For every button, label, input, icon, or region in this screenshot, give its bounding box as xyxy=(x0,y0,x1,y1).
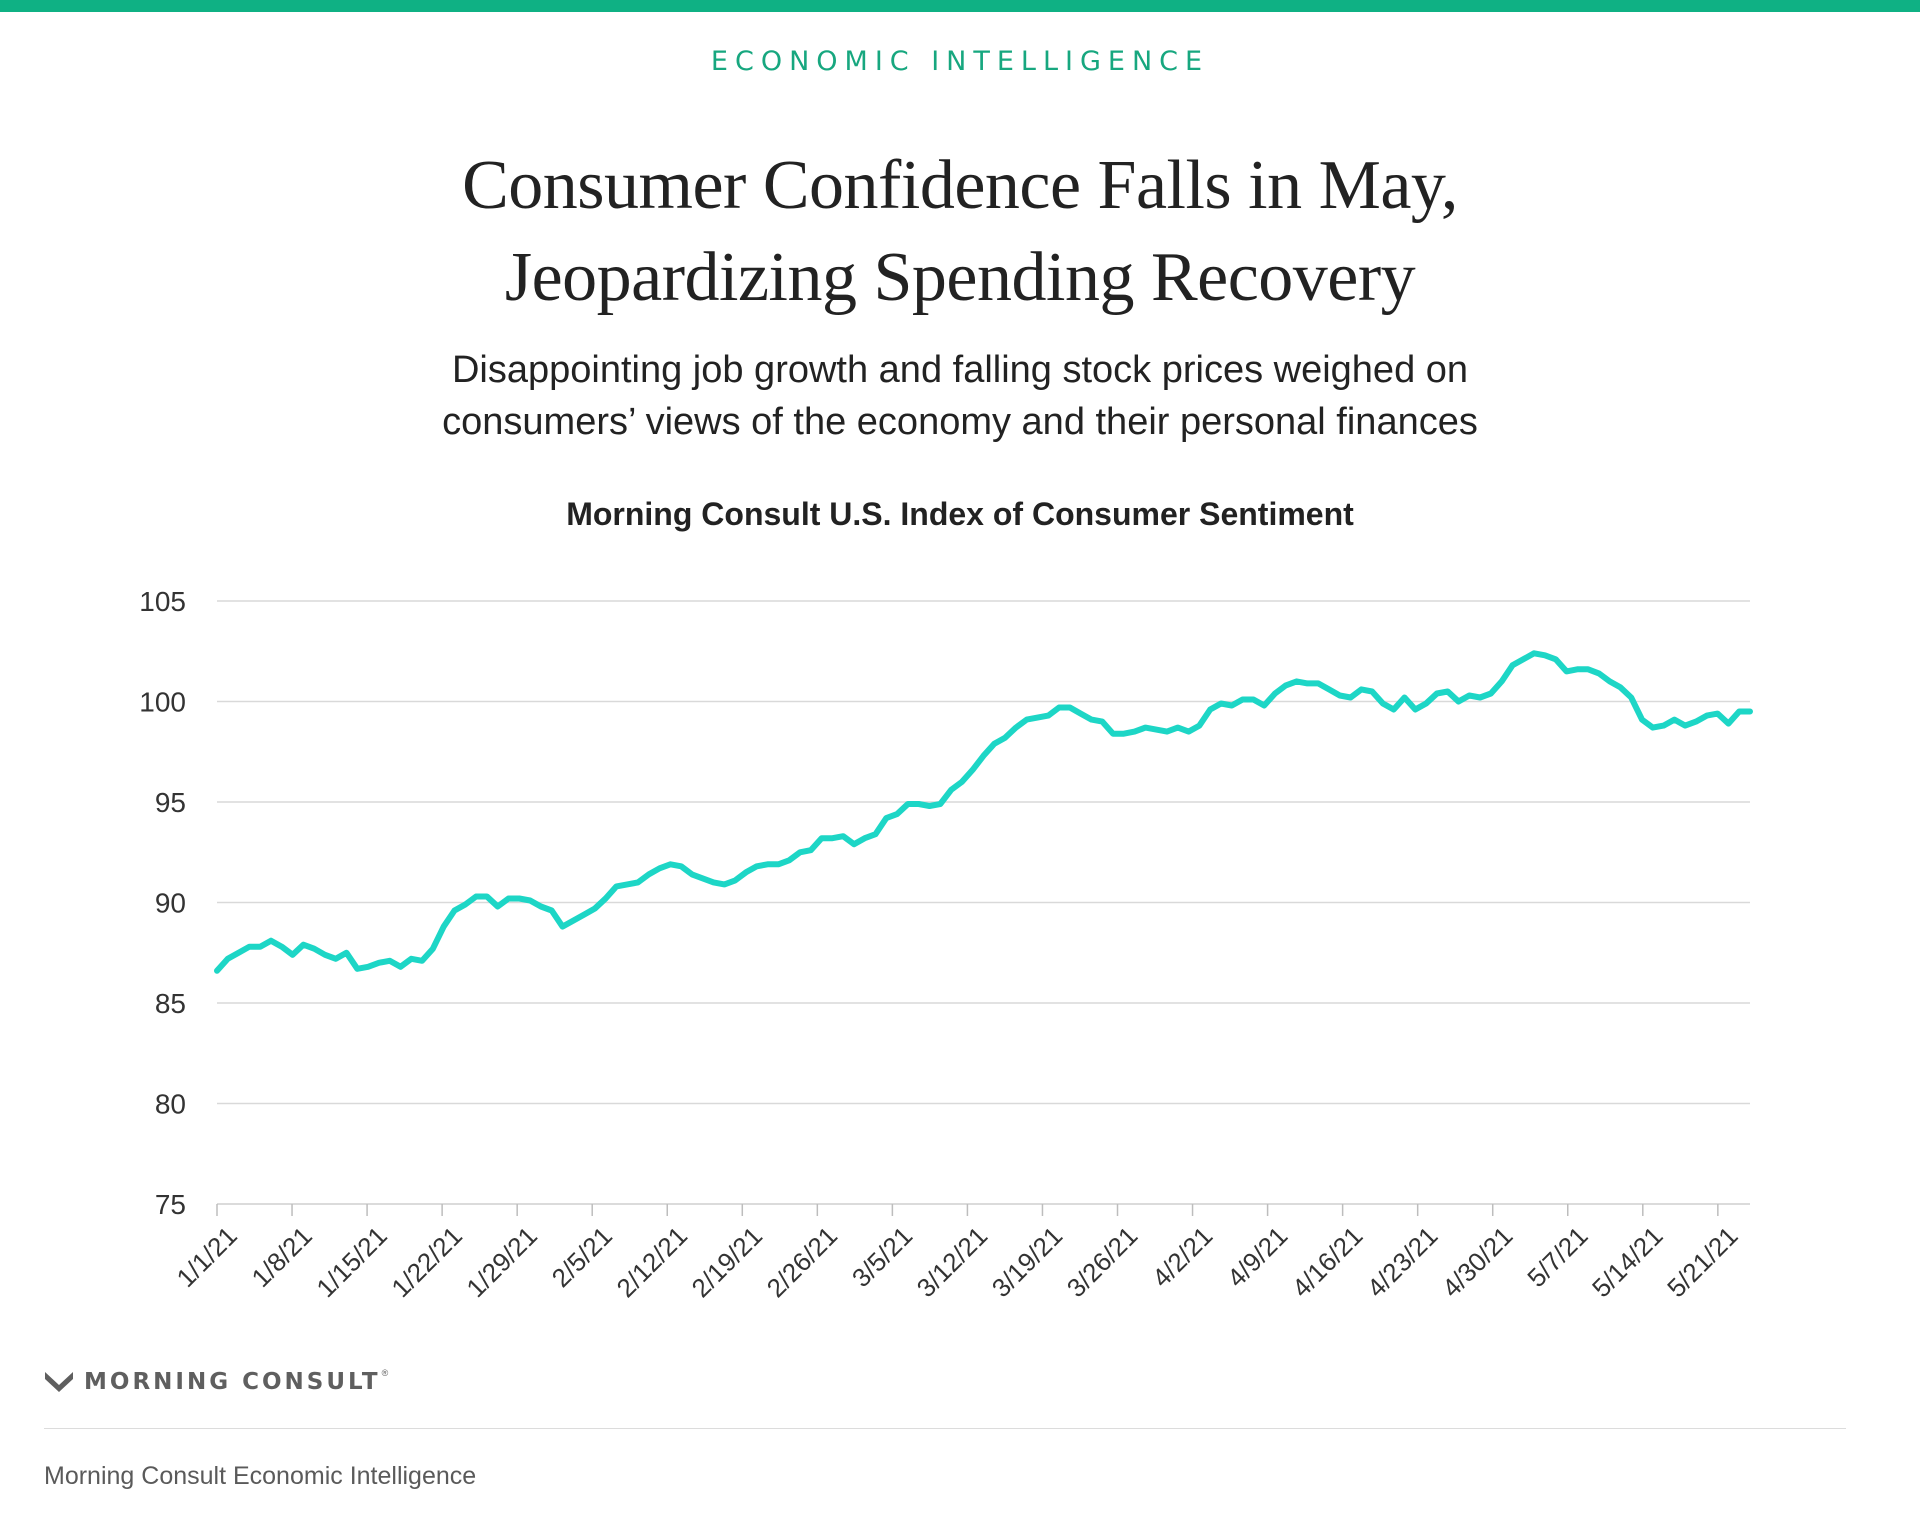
footer-divider xyxy=(44,1428,1846,1429)
x-tick-label: 5/7/21 xyxy=(1521,1221,1593,1293)
source-note: Morning Consult Economic Intelligence xyxy=(44,1462,477,1490)
logo-wordmark: MORNING CONSULT xyxy=(84,1369,381,1395)
x-tick-label: 1/1/21 xyxy=(170,1221,242,1293)
registered-mark: ® xyxy=(381,1368,389,1378)
x-tick-label: 2/19/21 xyxy=(686,1221,769,1304)
morning-consult-logo: MORNING CONSULT ® xyxy=(44,1364,388,1400)
y-tick-label: 100 xyxy=(139,687,186,718)
headline-line-2: Jeopardizing Spending Recovery xyxy=(504,239,1416,316)
section-kicker: ECONOMIC INTELLIGENCE xyxy=(710,46,1210,77)
subheadline-line-2: consumers’ views of the economy and thei… xyxy=(442,401,1478,443)
x-tick-label: 3/19/21 xyxy=(986,1221,1069,1304)
chart-title: Morning Consult U.S. Index of Consumer S… xyxy=(566,496,1354,532)
y-tick-label: 105 xyxy=(139,586,186,617)
headline-line-1: Consumer Confidence Falls in May, xyxy=(462,147,1458,224)
x-tick-label: 1/15/21 xyxy=(310,1221,393,1304)
x-tick-label: 2/12/21 xyxy=(611,1221,694,1304)
y-tick-label: 85 xyxy=(155,988,186,1019)
headline: Consumer Confidence Falls in May, Jeopar… xyxy=(0,140,1920,324)
y-tick-label: 75 xyxy=(155,1189,186,1220)
x-tick-label: 1/29/21 xyxy=(460,1221,543,1304)
x-tick-label: 2/5/21 xyxy=(546,1221,618,1293)
x-tick-label: 4/9/21 xyxy=(1221,1221,1293,1293)
sentiment-series-line xyxy=(214,650,1753,974)
x-tick-label: 4/2/21 xyxy=(1146,1221,1218,1293)
y-tick-label: 80 xyxy=(155,1089,186,1120)
x-tick-label: 5/14/21 xyxy=(1586,1221,1669,1304)
x-tick-label: 1/8/21 xyxy=(246,1221,318,1293)
x-tick-label: 2/26/21 xyxy=(761,1221,844,1304)
x-tick-label: 5/21/21 xyxy=(1661,1221,1744,1304)
x-tick-label: 3/5/21 xyxy=(846,1221,918,1293)
y-tick-label: 90 xyxy=(155,888,186,919)
subheadline-line-1: Disappointing job growth and falling sto… xyxy=(451,349,1469,391)
x-tick-label: 1/22/21 xyxy=(385,1221,468,1304)
x-tick-label: 4/30/21 xyxy=(1436,1221,1519,1304)
accent-bar xyxy=(0,0,1920,12)
subheadline: Disappointing job growth and falling sto… xyxy=(0,344,1920,448)
x-tick-label: 4/23/21 xyxy=(1361,1221,1444,1304)
x-tick-label: 4/16/21 xyxy=(1286,1221,1369,1304)
x-tick-label: 3/12/21 xyxy=(911,1221,994,1304)
y-tick-label: 95 xyxy=(155,787,186,818)
morning-consult-m-icon xyxy=(45,1372,73,1392)
x-tick-label: 3/26/21 xyxy=(1061,1221,1144,1304)
